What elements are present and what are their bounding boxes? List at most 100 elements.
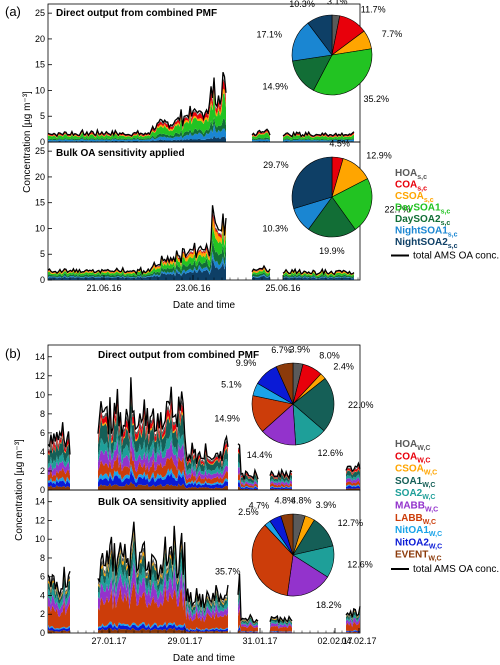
panel-a-top-ytick-label: 20 bbox=[35, 34, 45, 44]
panel-b-top-area-soa1 bbox=[48, 436, 70, 466]
panel-a-top-total-line bbox=[282, 130, 355, 138]
panel-b-top-area-coa bbox=[48, 429, 70, 460]
panel-a-bottom-pie-slice-nightsoa2 bbox=[291, 156, 333, 210]
panel-b-top-area-mabb bbox=[346, 477, 360, 484]
panel-b-top-area-event bbox=[346, 488, 360, 490]
panel-a-bottom-area-nightsoa1 bbox=[252, 274, 270, 279]
panel-b-top-ytick-label: 6 bbox=[40, 428, 45, 438]
panel-b-top-area-nitoa1 bbox=[346, 484, 360, 488]
panel-a-top-title: Direct output from combined PMF bbox=[56, 8, 217, 19]
panel-b-bottom-total-line bbox=[345, 606, 361, 618]
panel-b-bottom-pie-pct-label: 12.6% bbox=[347, 559, 373, 569]
panel-b-bottom-area-nitoa1 bbox=[98, 621, 228, 632]
panel-b-bottom-pie-pct-label: 12.7% bbox=[338, 518, 364, 528]
panel-b-bottom-title: Bulk OA sensitivity applied bbox=[98, 497, 227, 508]
panel-a-legend-hoa: HOAs,c bbox=[395, 168, 427, 181]
panel-b-top-ytick-label: 14 bbox=[35, 352, 45, 362]
panel-b-bottom-pie-pct-label: 3.9% bbox=[316, 500, 337, 510]
panel-b-bottom-area-labb bbox=[346, 620, 360, 632]
panel-b-top-pie-pct-label: 8.0% bbox=[319, 351, 340, 361]
panel-b-top-area-labb bbox=[270, 482, 292, 488]
panel-a-bottom-ytick-label: 0 bbox=[40, 275, 45, 285]
panel-b-top-pie-pct-label: 6.7% bbox=[271, 345, 292, 355]
panel-a-top-ytick-label: 25 bbox=[35, 8, 45, 18]
panel-a-top-area-daysoa2 bbox=[48, 116, 226, 141]
panel-b-bottom-ytick-label: 2 bbox=[40, 609, 45, 619]
panel-a-bottom-area-csoa bbox=[252, 267, 270, 274]
panel-b-bottom-area-event bbox=[48, 629, 70, 633]
panel-b-top-area-nitoa2 bbox=[346, 485, 360, 489]
panel-a-bottom-pie: 4.5% 12.9% 22.7% 19.9% 10.3% 29.7% bbox=[262, 139, 410, 256]
panel-a-legend-nightsoa1: NightSOA1s,c bbox=[395, 226, 458, 239]
panel-b-top-area-mabb bbox=[238, 467, 258, 487]
panel-b-bottom-total-line bbox=[97, 521, 229, 609]
panel-b-top-yticks: 0 2 4 6 8 10 12 14 bbox=[35, 352, 52, 495]
panel-b-legend-nitoa1: NitOA1W,C bbox=[395, 525, 442, 538]
panel-a-top-pie-pct-label: 35.2% bbox=[363, 94, 389, 104]
panel-b-top-area-nitoa1 bbox=[238, 479, 258, 489]
panel-a-bottom-areas bbox=[47, 205, 355, 280]
panel-a-bottom-area-coa bbox=[252, 267, 270, 273]
panel-a-top-pie-pct-label: 17.1% bbox=[256, 30, 282, 40]
panel-b-bottom-area-nitoa1 bbox=[48, 624, 70, 630]
panel-a-legend-csoa: CSOAs,c bbox=[395, 191, 434, 204]
panel-b-bottom-area-mabb bbox=[98, 561, 228, 623]
panel-b-top-area-event bbox=[48, 485, 70, 490]
panel-b-bottom-ytick-label: 6 bbox=[40, 572, 45, 582]
panel-a-bottom-area-daysoa2 bbox=[283, 274, 354, 279]
panel-a-bottom-area-csoa bbox=[283, 270, 354, 276]
panel-b-top-pie-pct-label: 5.1% bbox=[221, 379, 242, 389]
panel-a-top-area-nightsoa2 bbox=[48, 135, 226, 142]
panel-b-bottom-area-mabb bbox=[270, 622, 292, 629]
panel-b-top-ytick-label: 0 bbox=[40, 485, 45, 495]
panel-b-xtick-label: 02.02.17 bbox=[317, 636, 352, 646]
panel-b-top-area-csoa bbox=[346, 468, 360, 476]
panel-a-bottom-area-coa bbox=[283, 270, 354, 276]
panel-a-bottom-area-nightsoa2 bbox=[48, 257, 226, 280]
panel-b-bottom-area-nitoa2 bbox=[238, 626, 258, 633]
panel-b-xtick-label: 29.01.17 bbox=[167, 636, 202, 646]
panel-b-bottom-area-labb bbox=[270, 625, 292, 632]
panel-a-top-area-nightsoa1 bbox=[283, 139, 354, 142]
panel-b-ylabel: Concentration [µg m⁻³] bbox=[14, 439, 25, 541]
panel-a-bottom-pie-pct-label: 4.5% bbox=[329, 139, 350, 149]
panel-a-bottom-pie-pct-label: 12.9% bbox=[366, 150, 392, 160]
panel-b-label: (b) bbox=[5, 346, 21, 361]
panel-b-bottom-area-soa1 bbox=[270, 618, 292, 626]
panel-b-bottom-pie-slice-mabb bbox=[286, 554, 328, 597]
panel-b-bottom-areas bbox=[47, 521, 361, 633]
panel-a-bottom-area-nightsoa1 bbox=[283, 275, 354, 279]
panel-b-legend-coa: COAW,C bbox=[395, 451, 430, 464]
panel-b-top-area-labb bbox=[48, 467, 70, 483]
panel-a-legend-nightsoa2: NightSOA2s,c bbox=[395, 237, 458, 250]
panel-b-bottom-area-nitoa2 bbox=[48, 626, 70, 632]
panel-b-top-area-event bbox=[238, 486, 258, 490]
panel-b-bottom-pie-pct-label: 35.7% bbox=[215, 567, 241, 577]
panel-a-legend-coa: COAs,c bbox=[395, 180, 427, 193]
panel-b-top-plot: 0 2 4 6 8 10 12 14 Direct output from combined … bbox=[35, 344, 374, 495]
panel-b-top-area-hoa bbox=[48, 426, 70, 457]
panel-b-top-pie-pct-label: 2.4% bbox=[333, 362, 354, 372]
panel-a-bottom-ytick-label: 20 bbox=[35, 172, 45, 182]
panel-a-legend-total: total AMS OA conc. bbox=[413, 251, 499, 262]
panel-a-xticks: 21.06.16 23.06.16 25.06.16 bbox=[53, 275, 359, 293]
panel-a-top-pie-slice-daysoa1 bbox=[312, 48, 373, 96]
panel-b-legend-mabb: MABBW,C bbox=[395, 501, 438, 514]
panel-a: (a) Concentration [µg m⁻³] 0 5 10 15 20 25 Di… bbox=[5, 0, 499, 311]
panel-a-top-pie-slice-nightsoa2 bbox=[307, 14, 333, 56]
panel-b-top-pie-pct-label: 14.9% bbox=[214, 413, 240, 423]
panel-b-top-area-mabb bbox=[48, 460, 70, 477]
panel-b-legend-total: total AMS OA conc. bbox=[413, 564, 499, 575]
panel-b-bottom-pie-pct-label: 4.8% bbox=[291, 496, 312, 506]
panel-b-bottom-area-nitoa2 bbox=[98, 623, 228, 633]
panel-b-top-area-nitoa2 bbox=[270, 486, 292, 490]
panel-b-bottom-area-soa2 bbox=[98, 547, 228, 618]
panel-a-bottom-total-line bbox=[282, 267, 355, 276]
panel-b-top-area-labb bbox=[98, 446, 228, 484]
panel-b-bottom-pie-slice-labb bbox=[251, 524, 294, 596]
panel-b-top-area-nitoa1 bbox=[98, 463, 228, 486]
panel-b: (b) Concentration [µg m⁻³] 0 2 4 6 8 10 12 14 D… bbox=[5, 344, 499, 664]
panel-b-xtick-label: 31.01.17 bbox=[242, 636, 277, 646]
panel-b-bottom-yticks: 0 2 4 6 8 10 12 14 bbox=[35, 497, 52, 638]
